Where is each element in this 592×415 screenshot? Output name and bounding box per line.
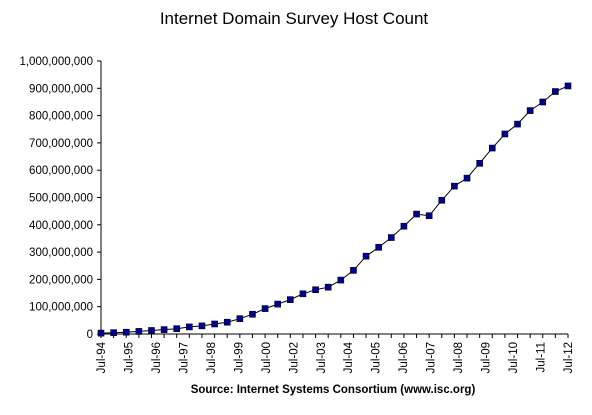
x-tick-label: Jul-94 [96, 341, 108, 373]
y-tick-label: 600,000,000 [29, 165, 93, 177]
y-tick-label: 900,000,000 [29, 83, 93, 95]
data-point [299, 290, 307, 298]
data-point [223, 318, 231, 326]
data-point [375, 243, 382, 251]
data-point [387, 234, 395, 241]
data-point [274, 300, 282, 308]
chart-title: Internet Domain Survey Host Count [160, 9, 429, 28]
x-axis: Jul-94 Jul-95 Jul-96 Jul-97 Jul-98 Jul-99 Jul-… [96, 333, 575, 373]
y-axis: 0 100,000,000 200,000,000 300,000,000 400,00… [19, 56, 102, 341]
x-tick-label: Jul-04 [343, 341, 355, 373]
data-point [312, 286, 319, 294]
data-point [438, 196, 446, 204]
x-tick-label: Jul-98 [206, 342, 218, 373]
data-point [173, 325, 181, 332]
y-tick-label: 1,000,000,000 [19, 56, 93, 68]
data-point [526, 107, 534, 114]
data-point [135, 328, 143, 335]
data-point [236, 315, 244, 322]
x-tick-label: Jul-03 [316, 342, 328, 373]
data-point [514, 120, 521, 128]
data-point [287, 296, 294, 303]
y-tick-label: 400,000,000 [29, 220, 93, 232]
x-tick-label: Jul-02 [288, 342, 300, 373]
data-point [249, 310, 256, 318]
data-point [362, 252, 370, 260]
data-point [488, 144, 496, 152]
y-tick-label: 800,000,000 [29, 111, 93, 123]
y-tick-label: 700,000,000 [29, 138, 93, 150]
data-point [564, 82, 572, 90]
data-point [413, 210, 420, 218]
x-tick-label: Jul-12 [563, 342, 575, 373]
data-point [552, 88, 559, 95]
chart-source: Source: Internet Systems Consortium (www… [191, 384, 476, 396]
data-point [122, 328, 130, 336]
series [97, 82, 572, 337]
x-tick-label: Jul-96 [151, 342, 163, 373]
data-point [261, 305, 269, 312]
y-tick-label: 200,000,000 [29, 274, 93, 286]
x-tick-label: Jul-06 [398, 342, 410, 373]
x-tick-label: Jul-07 [426, 342, 438, 373]
x-tick-label: Jul-97 [178, 342, 190, 373]
data-point [476, 160, 483, 167]
x-tick-label: Jul-09 [481, 342, 493, 373]
data-point [337, 276, 345, 284]
data-point [97, 329, 105, 337]
x-tick-label: Jul-05 [371, 342, 383, 373]
x-tick-label: Jul-08 [453, 342, 465, 373]
x-tick-label: Jul-11 [536, 342, 548, 372]
data-point [198, 322, 206, 330]
data-point [324, 283, 332, 291]
data-point [463, 174, 471, 182]
data-point [211, 320, 218, 328]
x-tick-label: Jul-99 [233, 342, 245, 373]
x-tick-label: Jul-00 [261, 342, 273, 373]
data-point [400, 222, 408, 230]
data-point [451, 182, 458, 190]
y-tick-label: 0 [87, 329, 93, 341]
data-point [160, 326, 168, 333]
series-line [100, 85, 569, 334]
y-tick-label: 100,000,000 [29, 302, 93, 314]
x-tick-label: Jul-10 [508, 342, 520, 373]
data-point [501, 130, 509, 138]
x-tick-label: Jul-95 [123, 342, 135, 373]
data-point [148, 327, 155, 334]
data-point [350, 267, 357, 274]
y-tick-label: 500,000,000 [29, 193, 93, 205]
y-tick-label: 300,000,000 [29, 247, 93, 259]
data-point [539, 98, 547, 106]
data-point [186, 323, 193, 331]
data-point [110, 329, 117, 336]
data-point [425, 212, 433, 220]
